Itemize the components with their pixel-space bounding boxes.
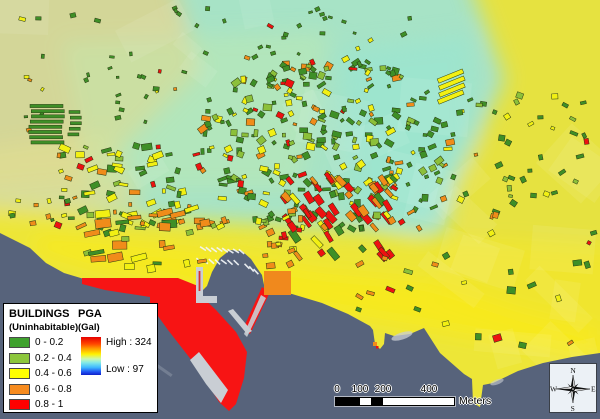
scale-bar-segment [336, 398, 360, 405]
red-breakwater-shadow [244, 295, 266, 337]
scale-bar: 0 100 200 400 Meters [334, 384, 505, 410]
legend-class-row: 0.8 - 1 [9, 399, 157, 411]
scale-tick-label: 100 [351, 384, 369, 395]
legend-class-swatch [9, 383, 30, 395]
legend-buildings-subtitle: (Uninhabitable) [9, 322, 79, 333]
legend-class-row: 0 - 0.2 [9, 337, 157, 348]
map-legend: BUILDINGS PGA (Uninhabitable) (Gal) 0 - … [3, 303, 158, 413]
compass-rose: N S E W [549, 363, 597, 413]
compass-star [555, 374, 591, 404]
scale-tick-label: 200 [374, 384, 392, 395]
scale-tick-label: 0 [334, 384, 340, 395]
compass-e-label: E [591, 385, 596, 394]
legend-class-label: 0.4 - 0.6 [35, 368, 72, 380]
scale-bar-segment [371, 398, 383, 405]
legend-class-label: 0.8 - 1 [35, 399, 64, 411]
peninsula-red-dot [376, 346, 379, 349]
marina-pier-red-line [198, 271, 201, 291]
legend-buildings-title: BUILDINGS [9, 308, 70, 320]
legend-pga-title: PGA [78, 308, 102, 320]
legend-class-label: 0.6 - 0.8 [35, 383, 72, 395]
shore-smudge [391, 331, 413, 341]
scale-bar-ticks: 0 100 200 400 [334, 384, 505, 396]
red-hazard-mass [150, 291, 247, 411]
legend-class-row: 0.2 - 0.4 [9, 352, 157, 364]
scale-bar-bar [335, 397, 455, 406]
compass-w-label: W [550, 385, 558, 394]
legend-class-label: 0.2 - 0.4 [35, 352, 72, 364]
pga-color-ramp [81, 337, 101, 375]
legend-class-swatch [9, 399, 30, 411]
scale-bar-segment [383, 398, 454, 405]
legend-pga-ramp-group: High : 324 Low : 97 [81, 337, 161, 403]
buildings-layer [7, 5, 598, 350]
compass-n-label: N [570, 366, 576, 375]
pga-high-label: High : 324 [106, 337, 152, 348]
marina-l-pier [196, 267, 217, 303]
pga-low-label: Low : 97 [106, 364, 144, 375]
shore-smudge-2 [490, 378, 504, 386]
legend-class-label: 0 - 0.2 [35, 337, 64, 348]
compass-s-label: S [571, 404, 575, 412]
legend-class-swatch [9, 368, 30, 380]
legend-class-swatch [9, 337, 30, 348]
legend-pga-subtitle: (Gal) [78, 322, 100, 333]
orange-quay-patch [264, 271, 291, 295]
scale-bar-unit: Meters [459, 395, 492, 407]
legend-class-list: 0 - 0.2 0.2 - 0.4 0.4 - 0.6 0.6 - 0.8 0.8 - … [9, 337, 157, 411]
legend-class-row: 0.4 - 0.6 [9, 368, 157, 380]
breakwater-gray-core [190, 352, 228, 403]
port-area [82, 246, 504, 411]
legend-class-swatch [9, 352, 30, 364]
scale-tick-label: 400 [420, 384, 438, 395]
scale-bar-segment [360, 398, 371, 405]
peninsula-orange-dot [373, 342, 377, 346]
red-hazard-strip [82, 278, 203, 297]
legend-class-row: 0.6 - 0.8 [9, 383, 157, 395]
harbor-pier-small [228, 309, 252, 334]
